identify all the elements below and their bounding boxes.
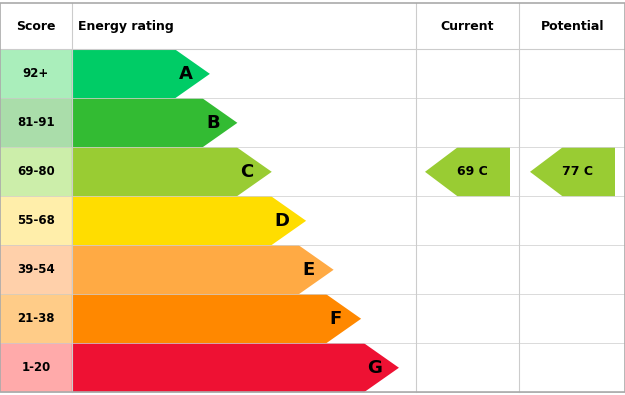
Bar xyxy=(0,147,72,196)
Polygon shape xyxy=(72,98,238,147)
Bar xyxy=(0,98,72,147)
Bar xyxy=(0,196,72,245)
Bar xyxy=(0,3,625,49)
Text: G: G xyxy=(368,359,382,377)
Polygon shape xyxy=(72,245,334,294)
Text: Score: Score xyxy=(16,20,56,32)
Text: Current: Current xyxy=(441,20,494,32)
Polygon shape xyxy=(72,147,272,196)
Text: D: D xyxy=(275,212,290,230)
Polygon shape xyxy=(72,196,306,245)
Polygon shape xyxy=(72,343,399,392)
Bar xyxy=(0,294,72,343)
Text: 69 C: 69 C xyxy=(457,166,488,178)
Text: Energy rating: Energy rating xyxy=(78,20,174,32)
Text: 39-54: 39-54 xyxy=(17,263,55,276)
Polygon shape xyxy=(530,147,615,196)
Text: 92+: 92+ xyxy=(23,68,49,80)
Text: 1-20: 1-20 xyxy=(21,361,51,374)
Polygon shape xyxy=(72,294,361,343)
Text: F: F xyxy=(330,310,342,328)
Text: A: A xyxy=(179,65,192,83)
Text: 55-68: 55-68 xyxy=(17,214,55,227)
Polygon shape xyxy=(425,147,510,196)
Text: B: B xyxy=(206,114,219,132)
Text: Potential: Potential xyxy=(541,20,604,32)
Text: 69-80: 69-80 xyxy=(17,166,55,178)
Text: 81-91: 81-91 xyxy=(17,117,55,129)
Text: E: E xyxy=(302,261,314,279)
Bar xyxy=(0,49,72,98)
Text: 21-38: 21-38 xyxy=(18,312,55,325)
Polygon shape xyxy=(72,49,210,98)
Text: C: C xyxy=(241,163,254,181)
Bar xyxy=(0,245,72,294)
Text: 77 C: 77 C xyxy=(562,166,593,178)
Bar xyxy=(0,343,72,392)
